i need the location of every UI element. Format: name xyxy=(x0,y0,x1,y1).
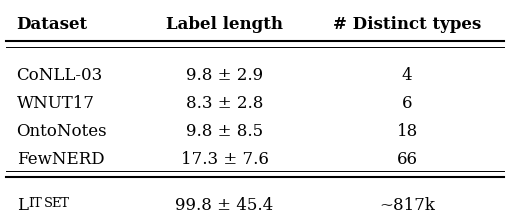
Text: FewNERD: FewNERD xyxy=(17,151,104,168)
Text: OntoNotes: OntoNotes xyxy=(17,123,107,140)
Text: 9.8 ± 2.9: 9.8 ± 2.9 xyxy=(186,67,263,84)
Text: 4: 4 xyxy=(401,67,412,84)
Text: 6: 6 xyxy=(401,95,412,112)
Text: ~817k: ~817k xyxy=(379,198,434,214)
Text: # Distinct types: # Distinct types xyxy=(332,16,480,33)
Text: IT: IT xyxy=(28,198,42,211)
Text: Dataset: Dataset xyxy=(17,16,88,33)
Text: WNUT17: WNUT17 xyxy=(17,95,95,112)
Text: 9.8 ± 8.5: 9.8 ± 8.5 xyxy=(186,123,263,140)
Text: 99.8 ± 45.4: 99.8 ± 45.4 xyxy=(175,198,273,214)
Text: 66: 66 xyxy=(396,151,417,168)
Text: L: L xyxy=(17,198,27,214)
Text: Label length: Label length xyxy=(166,16,282,33)
Text: 17.3 ± 7.6: 17.3 ± 7.6 xyxy=(180,151,268,168)
Text: 18: 18 xyxy=(396,123,417,140)
Text: 8.3 ± 2.8: 8.3 ± 2.8 xyxy=(185,95,263,112)
Text: S: S xyxy=(43,198,52,211)
Text: CoNLL-03: CoNLL-03 xyxy=(17,67,103,84)
Text: ET: ET xyxy=(51,198,69,211)
